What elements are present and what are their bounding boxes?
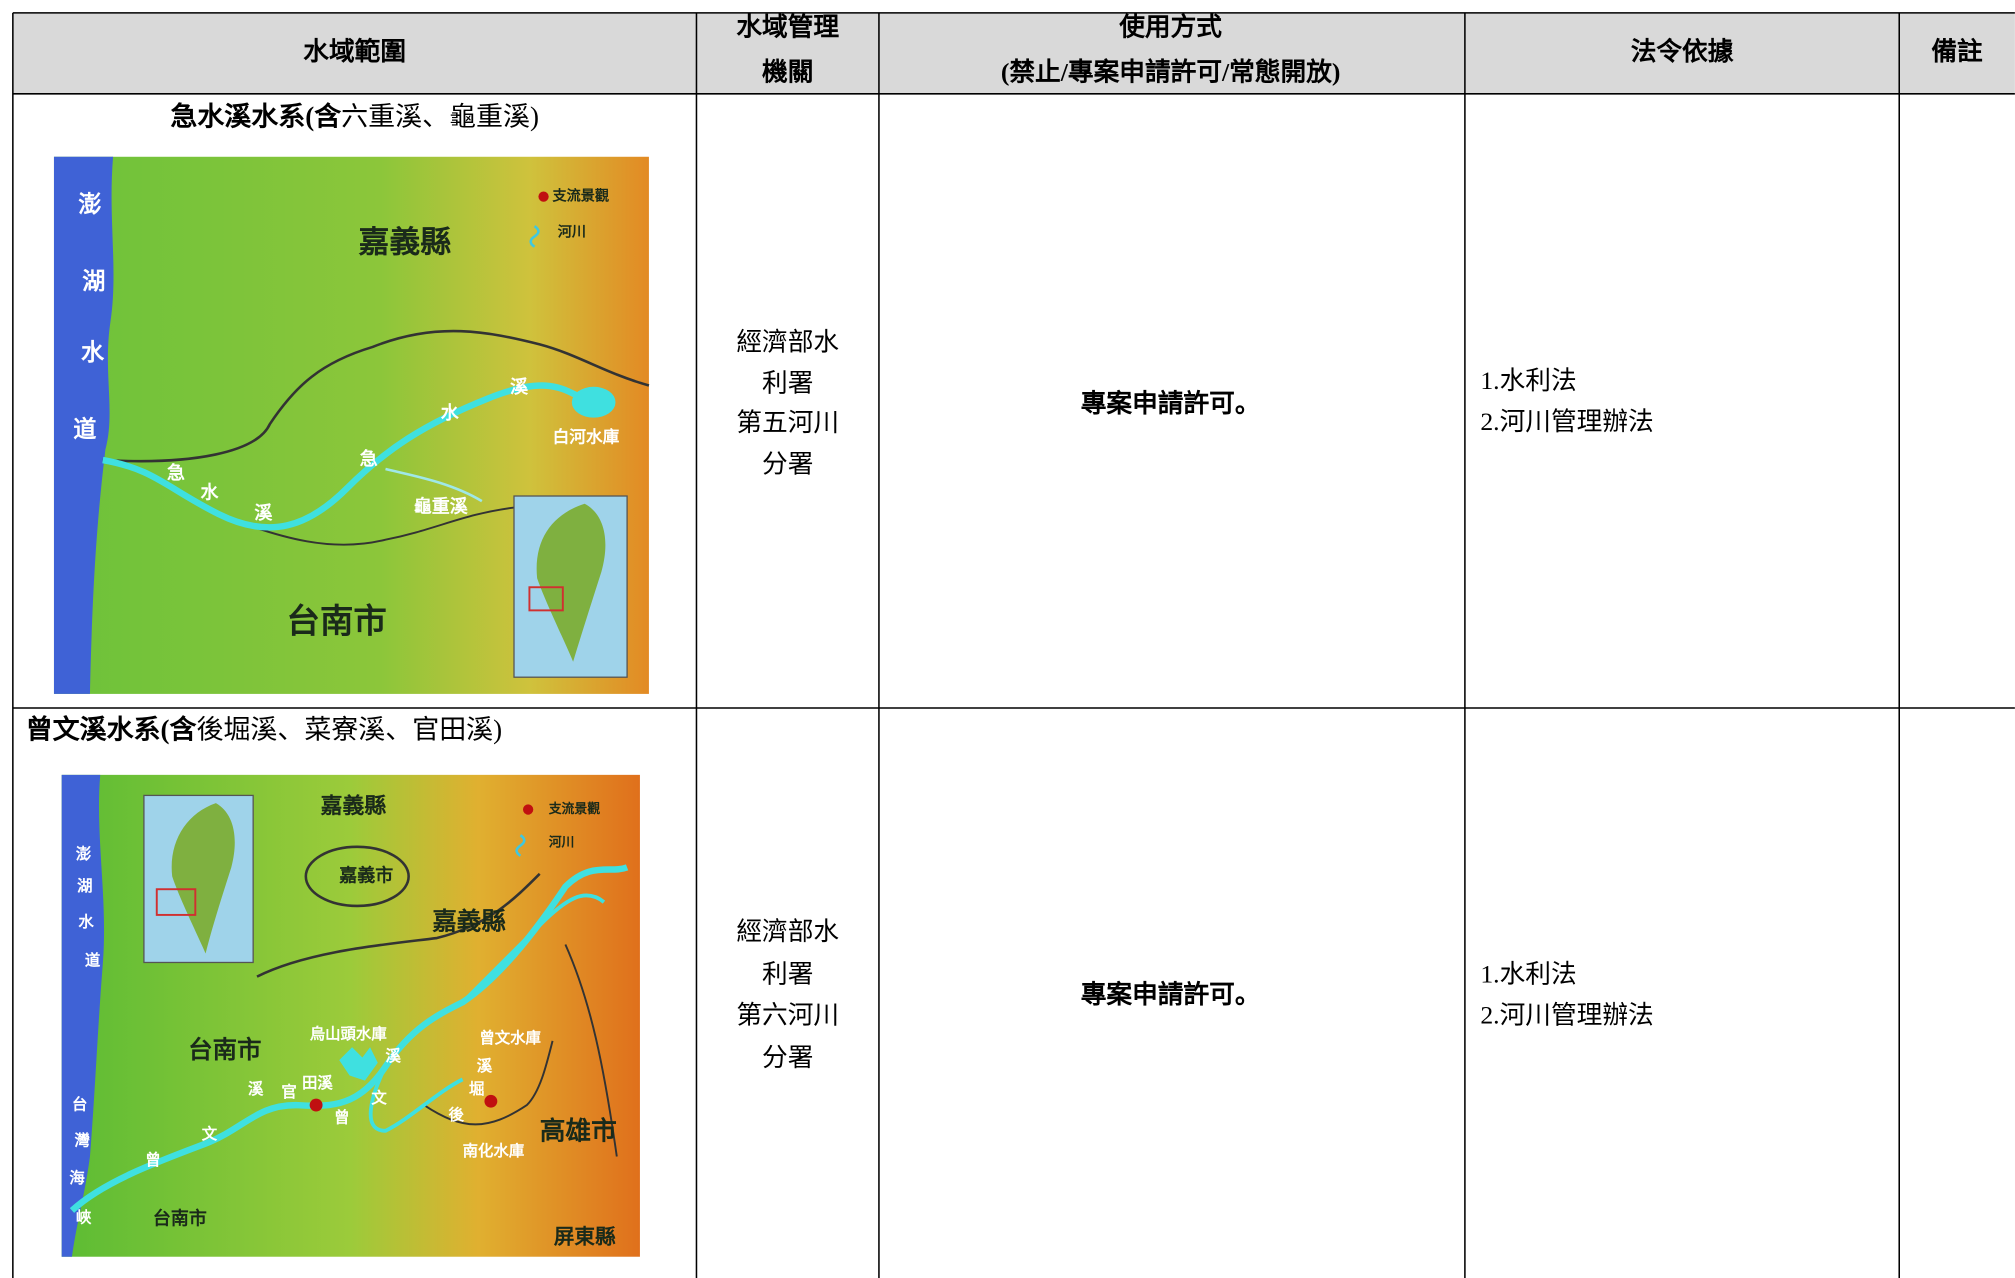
agency: 第六河川 (736, 1001, 839, 1030)
map-label: 高雄市 (540, 1116, 617, 1147)
map-label: 海 (69, 1168, 85, 1187)
law: 2.河川管理辦法 (1480, 1001, 1653, 1030)
header-bg (12, 12, 2015, 94)
map-label: 嘉義市 (338, 864, 393, 886)
map-label: 河川 (549, 834, 575, 850)
map-label: 水 (441, 402, 460, 424)
agency: 利署 (762, 368, 813, 397)
header-cell: 機關 (762, 57, 813, 86)
map-label: 曾 (145, 1150, 160, 1169)
map-label: 曾文水庫 (479, 1028, 541, 1047)
agency: 第五河川 (736, 408, 839, 437)
title-rest: 後堀溪、菜寮溪、官田溪) (196, 715, 502, 745)
map-label: 急 (167, 462, 185, 484)
map-label: 南化水庫 (463, 1141, 525, 1160)
map-label: 田溪 (302, 1073, 333, 1092)
agency: 經濟部水 (736, 327, 839, 356)
map-label: 水 (81, 340, 105, 366)
map-label: 曾 (334, 1107, 349, 1126)
map-label: 支流景觀 (548, 801, 601, 817)
law: 1.水利法 (1480, 959, 1576, 988)
map-label: 嘉義縣 (432, 907, 506, 936)
map-label: 台 (72, 1095, 87, 1114)
header-cell: (禁止/專案申請許可/常態開放) (1001, 56, 1341, 86)
map-label: 急 (360, 448, 378, 470)
agency: 利署 (762, 959, 813, 988)
law: 1.水利法 (1480, 366, 1576, 395)
map-label: 支流景觀 (552, 188, 610, 205)
map-label: 台南市 (153, 1207, 207, 1229)
header-cell: 備註 (1931, 36, 1983, 66)
map-label: 龜重溪 (414, 496, 469, 518)
header-cell: 水域範圍 (303, 36, 406, 66)
map-2 (61, 774, 640, 1257)
map-label: 湖 (77, 877, 92, 895)
map-label: 台南市 (188, 1035, 261, 1064)
agency: 分署 (762, 1043, 813, 1072)
header-cell: 水域管理 (736, 12, 839, 41)
map-label: 烏山頭水庫 (310, 1024, 388, 1043)
row-title: 曾文溪水系(含後堀溪、菜寮溪、官田溪) (26, 714, 502, 745)
map-label: 嘉義縣 (321, 793, 387, 819)
map-label: 道 (85, 951, 101, 970)
map-label: 峽 (76, 1208, 92, 1227)
map-label: 道 (73, 416, 96, 443)
header-cell: 使用方式 (1118, 11, 1222, 41)
map-label: 溪 (254, 503, 273, 524)
map-label: 澎 (76, 844, 92, 863)
map-label: 水 (78, 912, 94, 931)
map-label: 屏東縣 (554, 1224, 616, 1248)
map-label: 後 (448, 1105, 464, 1124)
title-rest: 六重溪、龜重溪) (341, 102, 539, 132)
map-label: 澎 (78, 192, 101, 218)
usage: 專案申請許可。 (1081, 979, 1261, 1009)
table-grid (12, 12, 2015, 1278)
map-label: 溪 (510, 377, 529, 398)
agency: 分署 (762, 449, 813, 478)
map-label: 溪 (248, 1079, 264, 1098)
map-label: 湖 (82, 269, 105, 295)
title-bold: 曾文溪水系(含 (26, 714, 198, 745)
map-label: 灣 (75, 1131, 91, 1150)
agency: 經濟部水 (736, 917, 839, 946)
map-label: 河川 (558, 224, 586, 241)
title-bold: 急水溪水系(含 (170, 101, 342, 132)
row-title: 急水溪水系(含六重溪、龜重溪) (170, 101, 539, 132)
map-label: 白河水庫 (553, 427, 620, 447)
map-label: 台南市 (287, 602, 387, 641)
map-label: 溪 (477, 1056, 493, 1075)
usage: 專案申請許可。 (1081, 388, 1261, 418)
map-label: 水 (200, 481, 219, 503)
map-label: 溪 (386, 1046, 402, 1065)
map-label: 文 (371, 1088, 387, 1107)
map-label: 官 (281, 1082, 296, 1101)
map-label: 嘉義縣 (359, 225, 452, 261)
map-label: 堀 (469, 1080, 484, 1098)
header-cell: 法令依據 (1631, 36, 1734, 66)
map-1 (53, 156, 650, 694)
map-label: 文 (202, 1124, 218, 1143)
law: 2.河川管理辦法 (1480, 407, 1653, 436)
